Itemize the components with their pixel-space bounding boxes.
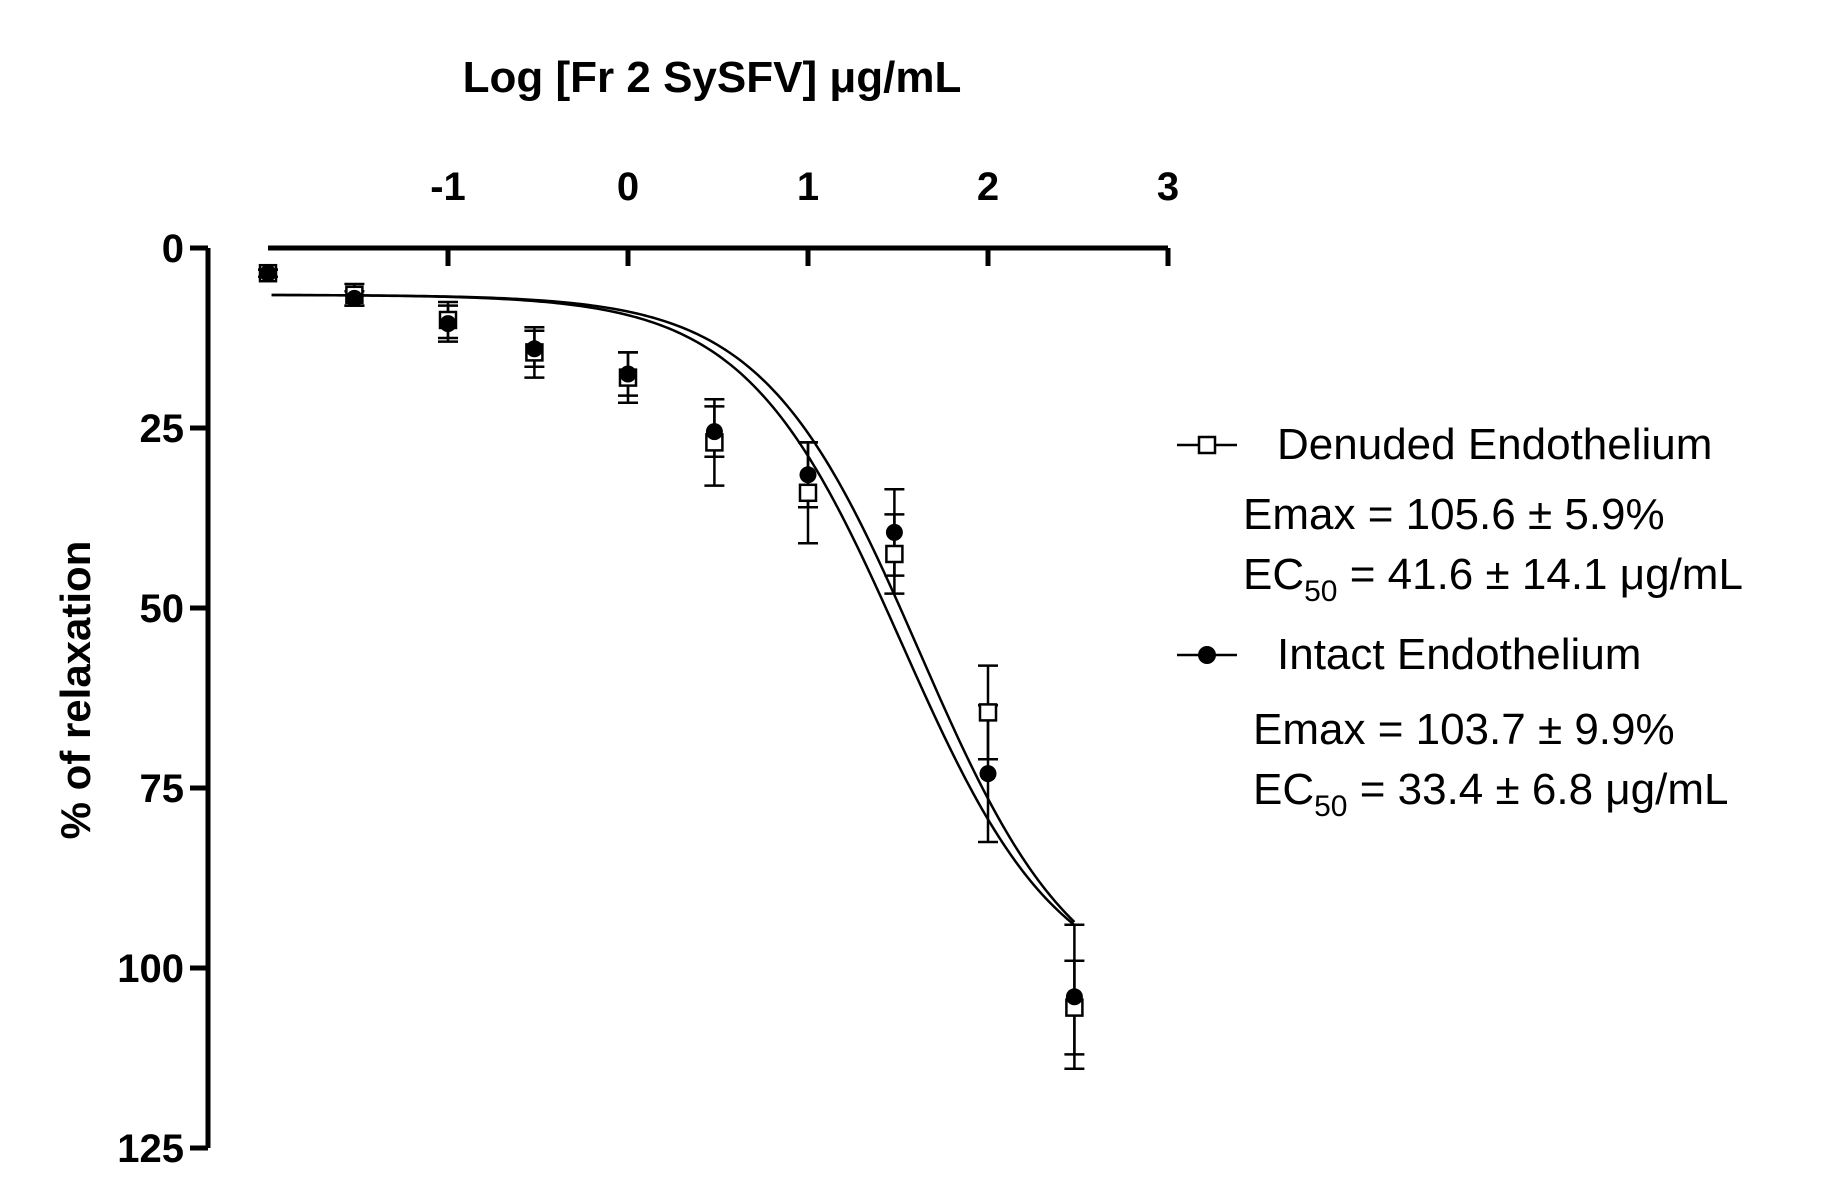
x-tick-label: 1 xyxy=(797,165,819,209)
y-tick-label: 125 xyxy=(117,1127,184,1171)
x-tick-label: 2 xyxy=(977,165,999,209)
error-bars xyxy=(258,268,1085,1071)
legend-denuded: Denuded Endothelium Emax = 105.6 ± 5.9% … xyxy=(1177,420,1743,608)
legend-intact-circle-icon xyxy=(1198,646,1216,664)
x-tick-label: 0 xyxy=(617,165,639,209)
fit-curve-denuded xyxy=(271,293,1076,923)
data-point-intact xyxy=(979,765,997,783)
y-tick-label: 0 xyxy=(162,227,184,271)
data-point-intact xyxy=(345,289,363,307)
legend-denuded-square-icon xyxy=(1197,435,1217,455)
fit-curves xyxy=(271,293,1076,926)
legend-intact-label: Intact Endothelium xyxy=(1277,630,1641,679)
intact-emax: Emax = 103.7 ± 9.9% xyxy=(1253,705,1675,754)
fit-curve-intact xyxy=(271,293,1076,926)
denuded-ec50-sub: 50 xyxy=(1304,575,1337,608)
legend-intact: Intact Endothelium Emax = 103.7 ± 9.9% E… xyxy=(1177,630,1728,823)
legend-denuded-label: Denuded Endothelium xyxy=(1277,420,1712,469)
data-point-intact xyxy=(885,523,903,541)
y-tick-label: 50 xyxy=(140,587,185,631)
denuded-ec50: EC50 = 41.6 ± 14.1 μg/mL xyxy=(1243,550,1743,608)
denuded-emax: Emax = 105.6 ± 5.9% xyxy=(1243,490,1665,539)
denuded-ec50-suffix: = 41.6 ± 14.1 μg/mL xyxy=(1338,550,1743,599)
x-tick-label: 3 xyxy=(1157,165,1179,209)
y-tick-label: 25 xyxy=(140,407,185,451)
denuded-ec50-prefix: EC xyxy=(1243,550,1304,599)
intact-ec50: EC50 = 33.4 ± 6.8 μg/mL xyxy=(1253,765,1728,823)
x-axis-title: Log [Fr 2 SySFV] μg/mL xyxy=(463,53,962,102)
y-tick-label: 75 xyxy=(140,767,185,811)
data-point-denuded xyxy=(885,544,904,564)
intact-ec50-suffix: = 33.4 ± 6.8 μg/mL xyxy=(1348,765,1729,814)
x-tick-label: -1 xyxy=(430,165,466,209)
y-tick-label: 100 xyxy=(117,947,184,991)
intact-ec50-prefix: EC xyxy=(1253,765,1314,814)
y-axis-title: % of relaxation xyxy=(52,541,99,840)
data-point-intact xyxy=(705,423,723,441)
data-point-intact xyxy=(799,466,817,484)
data-points xyxy=(258,263,1084,1017)
data-point-intact xyxy=(259,264,277,282)
axes: -1 0 1 2 3 0 25 50 75 100 125 xyxy=(117,165,1179,1171)
data-point-intact xyxy=(1065,988,1083,1006)
data-point-denuded xyxy=(798,483,818,503)
data-point-intact xyxy=(619,365,637,383)
intact-ec50-sub: 50 xyxy=(1314,790,1347,823)
data-point-denuded xyxy=(978,703,998,722)
data-point-intact xyxy=(439,315,457,333)
data-point-intact xyxy=(525,340,543,358)
